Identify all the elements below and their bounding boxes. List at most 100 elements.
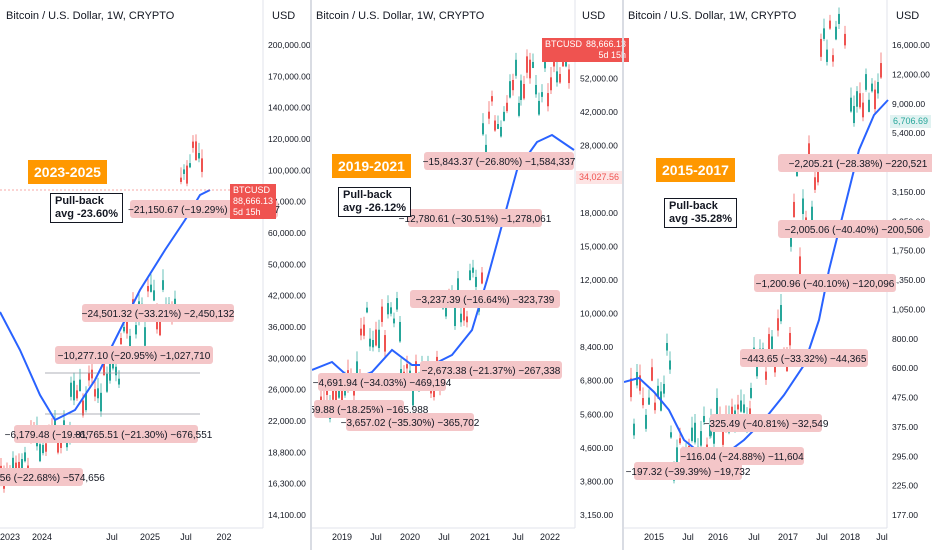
price-axis-tick: 140,000.00 [268, 103, 310, 113]
time-axis-tick: 2022 [540, 532, 560, 542]
candle-body [670, 432, 672, 438]
candle-body [823, 28, 825, 39]
candle-body [645, 414, 647, 429]
candle-body [488, 111, 490, 119]
candle-body [73, 380, 75, 401]
drawdown-box [346, 413, 474, 431]
price-axis-tick: 15,000.00 [580, 241, 618, 251]
drawdown-label: −12,780.61 (−30.51%) −1,278,061 [399, 214, 552, 225]
price-axis-tick: 8,400.00 [580, 342, 613, 352]
drawdown-label: −4,691.94 (−34.03%) −469,194 [313, 378, 452, 389]
candle-body [515, 59, 517, 76]
candle-body [737, 404, 739, 410]
candle-body [396, 298, 398, 310]
price-axis-tick: 16,300.00 [268, 479, 306, 489]
price-axis-tick: 800.00 [892, 334, 918, 344]
candle-body [814, 177, 816, 190]
candle-body [559, 73, 561, 83]
candle-body [126, 318, 128, 334]
candle-body [550, 77, 552, 91]
candle-body [12, 457, 14, 472]
candle-body [642, 398, 644, 406]
drawdown-box [778, 154, 932, 172]
time-axis-tick: Jul [748, 532, 760, 542]
price-chart-svg[interactable]: 16,000.0012,000.009,000.005,400.004,150.… [624, 0, 932, 550]
price-axis-tick: 12,000.00 [892, 69, 930, 79]
drawdown-label: −325.49 (−40.81%) −32,549 [704, 419, 829, 430]
candle-body [796, 170, 798, 177]
panel-divider[interactable] [622, 0, 624, 550]
candle-body [393, 318, 395, 324]
drawdown-label: −2,205.21 (−28.38%) −220,521 [789, 159, 928, 170]
candle-body [568, 69, 570, 84]
candle-body [150, 284, 152, 292]
price-axis-tick: 52,000.00 [580, 74, 618, 84]
price-axis-tick: 600.00 [892, 363, 918, 373]
candle-body [793, 201, 795, 218]
chart-panel-2015-2017[interactable]: Bitcoin / U.S. Dollar, 1W, CRYPTO USD 16… [624, 0, 932, 550]
currency-label: USD [582, 10, 606, 22]
drawdown-label: −1,659.88 (−18.25%) −165,988 [312, 405, 429, 416]
candle-body [691, 427, 693, 441]
candle-body [880, 63, 882, 78]
candle-body [518, 102, 520, 116]
candle-body [553, 58, 555, 67]
drawdown-box [408, 209, 542, 227]
candle-body [535, 84, 537, 95]
candle-body [865, 74, 867, 90]
era-label: 2019-2021 [332, 154, 411, 178]
drawdown-label: −1,200.96 (−40.10%) −120,096 [756, 279, 895, 290]
chart-title: Bitcoin / U.S. Dollar, 1W, CRYPTO [628, 10, 797, 22]
candle-body [183, 169, 185, 174]
candle-body [874, 89, 876, 110]
candle-body [811, 206, 813, 223]
candle-body [482, 123, 484, 135]
drawdown-box [754, 274, 896, 292]
candle-body [100, 392, 102, 412]
price-axis-tick: 36,000.00 [268, 322, 306, 332]
time-axis-tick: 202 [216, 532, 231, 542]
candle-body [503, 111, 505, 121]
time-axis-tick: 2024 [32, 532, 52, 542]
drawdown-label: −3,657.02 (−35.30%) −365,702 [341, 418, 480, 429]
price-chart-svg[interactable]: 64,000.0052,000.0042,000.0028,000.0022,0… [312, 0, 622, 550]
candle-body [387, 303, 389, 315]
chart-title: Bitcoin / U.S. Dollar, 1W, CRYPTO [6, 10, 175, 22]
drawdown-box [420, 361, 562, 379]
candle-body [497, 124, 499, 129]
close-price-tag: 6,706.69 [890, 115, 932, 128]
candle-body [399, 321, 401, 342]
drawdown-box [740, 349, 868, 367]
pullback-line-2: avg -35.28% [669, 213, 732, 225]
candle-body [648, 397, 650, 405]
time-axis-tick: Jul [682, 532, 694, 542]
candle-body [768, 334, 770, 353]
candle-body [808, 143, 810, 158]
candle-body [817, 171, 819, 183]
candle-body [180, 177, 182, 182]
panel-divider[interactable] [310, 0, 312, 550]
last-price-tag: BTCUSD 88,666.13 5d 15h [230, 184, 277, 219]
drawdown-label: −6,179.48 (−19.81%) −617,948 [5, 430, 144, 441]
price-chart-svg[interactable]: 200,000.00 170,000.00 140,000.00 120,000.00… [0, 0, 310, 550]
candle-body [716, 397, 718, 415]
chart-panel-2019-2021[interactable]: Bitcoin / U.S. Dollar, 1W, CRYPTO USD 64… [312, 0, 630, 550]
candle-body [186, 165, 188, 184]
candle-body [877, 81, 879, 94]
chart-panel-2023-2025[interactable]: Bitcoin / U.S. Dollar, 1W, CRYPTO USD 20… [0, 0, 310, 550]
candle-body [700, 431, 702, 446]
candle-body [713, 430, 715, 444]
drawdown-box [778, 220, 930, 238]
time-axis-tick: 2017 [778, 532, 798, 542]
time-axis-tick: Jul [438, 532, 450, 542]
candle-body [523, 83, 525, 99]
price-axis-tick: 30,000.00 [268, 353, 306, 363]
candle-body [82, 400, 84, 416]
candle-body [844, 33, 846, 46]
drawdown-label: −3,237.39 (−16.64%) −323,739 [416, 295, 555, 306]
last-price-value: 88,666.13 [233, 196, 274, 206]
candle-body [526, 56, 528, 73]
pullback-average-box: Pull-back avg -35.28% [664, 198, 737, 228]
drawdown-box [424, 152, 574, 170]
price-axis-tick: 3,150.00 [892, 187, 925, 197]
